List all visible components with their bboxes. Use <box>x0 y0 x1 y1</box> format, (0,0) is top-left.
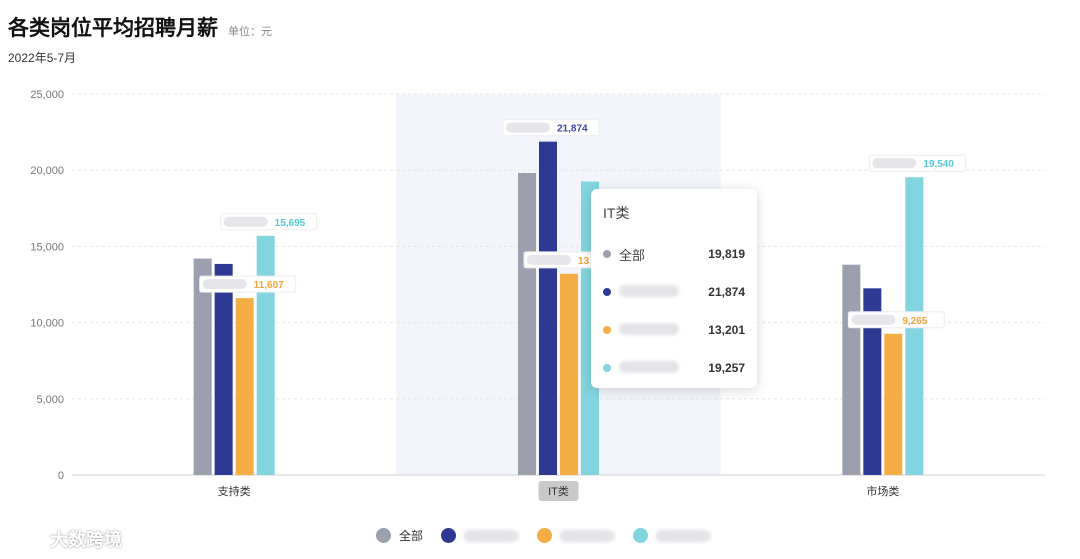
redacted-legend-label <box>656 529 712 542</box>
y-tick-label: 15,000 <box>30 241 64 253</box>
legend-dot-icon <box>441 528 457 543</box>
y-tick-label: 0 <box>58 470 64 482</box>
data-label-name-redacted <box>506 122 550 133</box>
tooltip: IT类 全部 19,819 21,874 13,201 19,257 <box>591 189 757 388</box>
category-label-bg <box>538 481 579 501</box>
legend-item[interactable] <box>633 528 712 543</box>
x-category-label: IT类 <box>548 484 569 498</box>
data-label: 11,607 <box>254 280 284 291</box>
tooltip-row: 19,257 <box>603 349 745 387</box>
bar <box>518 172 536 475</box>
series-dot-icon <box>603 250 611 258</box>
bar <box>863 288 882 475</box>
bar <box>560 273 578 475</box>
watermark: 大数跨境 <box>10 526 122 552</box>
tooltip-value: 13,201 <box>708 323 745 337</box>
tooltip-title: IT类 <box>603 205 630 221</box>
legend-dot-icon <box>633 528 649 543</box>
tooltip-value: 21,874 <box>708 285 745 299</box>
tooltip-series-name: 全部 <box>619 247 646 263</box>
data-label-name-redacted <box>223 216 268 227</box>
data-label-name-redacted <box>202 279 247 290</box>
tooltip-series-name <box>619 360 708 376</box>
bar <box>235 298 254 475</box>
tooltip-value: 19,819 <box>708 247 745 261</box>
data-label: 21,874 <box>557 124 588 135</box>
legend-dot-icon <box>537 528 553 543</box>
legend-item[interactable] <box>441 528 520 543</box>
chart-subtitle: 2022年5-7月 <box>8 51 77 65</box>
tooltip-row: 21,874 <box>603 273 745 311</box>
data-label: 9,265 <box>902 316 927 327</box>
data-label-name-redacted <box>872 158 917 169</box>
legend-item[interactable]: 全部 <box>376 527 423 544</box>
redacted-legend-label <box>464 529 520 542</box>
chart-title: 各类岗位平均招聘月薪 <box>8 17 218 40</box>
series-dot-icon <box>603 288 611 296</box>
tooltip-row: 全部 19,819 <box>603 235 745 273</box>
legend-label: 全部 <box>399 529 424 543</box>
y-tick-label: 25,000 <box>30 89 64 101</box>
tooltip-value: 19,257 <box>708 361 745 375</box>
bar <box>214 263 233 475</box>
y-tick-label: 20,000 <box>30 165 64 177</box>
data-label-name-redacted <box>527 254 571 265</box>
bar <box>193 258 212 475</box>
data-label: 19,540 <box>923 159 954 170</box>
redacted-legend-label <box>560 529 616 542</box>
redacted-name <box>619 284 679 297</box>
unit-label: 单位：元 <box>228 26 272 38</box>
legend: 全部 <box>376 527 729 544</box>
data-label: 15,695 <box>275 218 306 229</box>
watermark-text: 大数跨境 <box>50 530 122 550</box>
bar <box>256 235 275 475</box>
y-tick-label: 10,000 <box>30 318 64 330</box>
tooltip-row: 13,201 <box>603 311 745 349</box>
x-category-label: 市场类 <box>866 484 899 498</box>
legend-item[interactable] <box>537 528 616 543</box>
legend-dot-icon <box>376 528 391 543</box>
tooltip-series-name <box>619 322 708 338</box>
series-dot-icon <box>603 364 611 372</box>
redacted-name <box>619 360 679 373</box>
tooltip-series-name <box>619 284 708 300</box>
y-tick-label: 5,000 <box>36 394 64 406</box>
bar <box>539 141 557 475</box>
redacted-name <box>619 322 679 335</box>
data-label-name-redacted <box>851 314 896 325</box>
chart-header: 各类岗位平均招聘月薪 单位：元 <box>8 12 272 42</box>
logo-icon <box>11 531 44 547</box>
data-label: 13 <box>578 256 590 267</box>
bar <box>884 333 903 475</box>
series-dot-icon <box>603 326 611 334</box>
bar <box>842 264 861 475</box>
x-category-label: 支持类 <box>218 484 251 498</box>
